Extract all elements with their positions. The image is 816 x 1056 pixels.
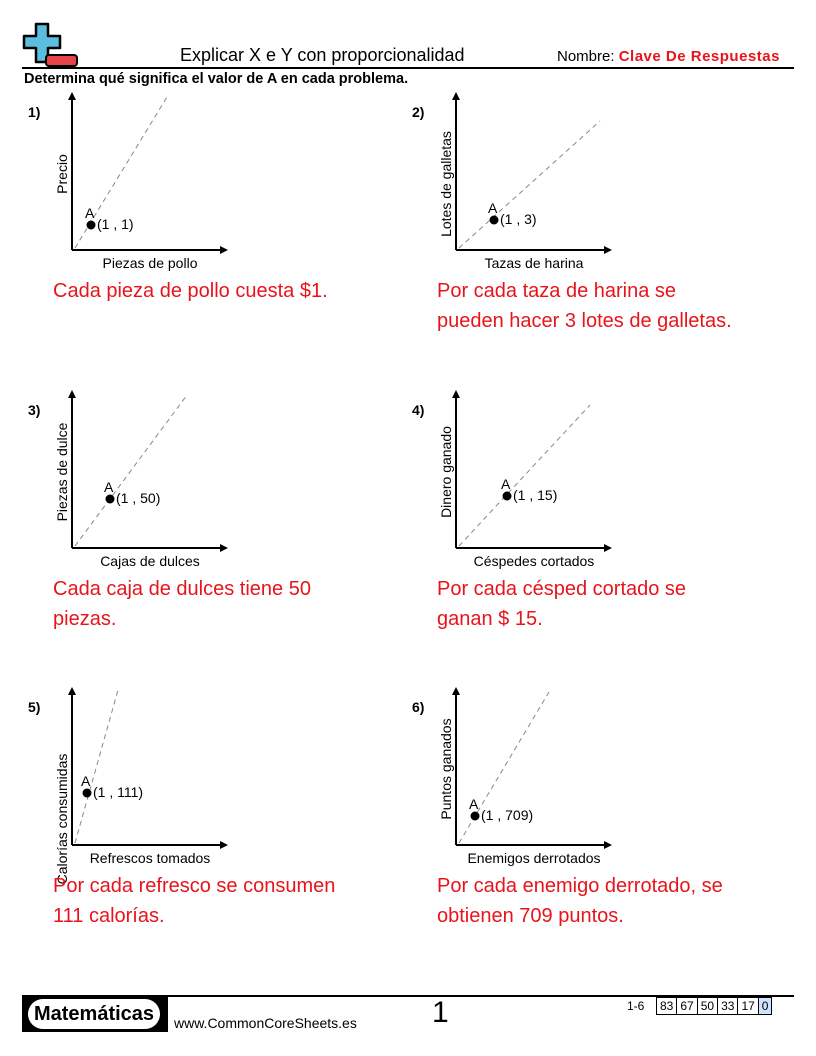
point-label: A [469,796,479,812]
answer: Cada pieza de pollo cuesta $1. [53,280,328,302]
x-axis-label: Enemigos derrotados [467,850,601,866]
score-range: 1-6 [627,999,645,1013]
graph [68,687,228,849]
point-a [470,811,480,821]
y-axis-arrow-icon [68,92,76,100]
score-cell: 0 [758,998,772,1014]
score-cell: 17 [738,998,759,1014]
x-axis-arrow-icon [604,544,612,552]
point-a [82,788,92,798]
point-label: A [81,773,91,789]
point-label: A [104,479,114,495]
point-label: A [85,205,95,221]
name-field: Nombre: Clave De Respuestas [557,48,780,65]
point-label: A [488,200,498,216]
x-axis-label: Cajas de dulces [100,553,200,569]
x-axis-label: Tazas de harina [484,255,584,271]
point-coordinates: (1 , 1) [97,216,134,232]
proportion-line [74,689,119,844]
y-axis-label-text: Lotes de galletas [438,131,454,237]
problem-number: 2) [412,104,425,120]
graph [452,92,612,254]
score-cell: 83 [657,998,678,1014]
y-axis-label-text: Puntos ganados [438,718,454,820]
problem-number: 6) [412,699,425,715]
logo-icon [22,22,78,67]
answer: Cada caja de dulces tiene 50 piezas. [53,578,311,630]
instructions: Determina qué significa el valor de A en… [24,71,409,87]
answer: Por cada césped cortado se ganan $ 15. [437,578,687,630]
y-axis-label: Calorías consumidas [54,688,70,885]
point-coordinates: (1 , 50) [116,490,161,506]
x-axis-arrow-icon [220,544,228,552]
x-axis-arrow-icon [604,841,612,849]
footer-divider [22,995,794,997]
x-axis-label: Céspedes cortados [473,553,595,569]
y-axis-arrow-icon [452,92,460,100]
page-number: 1 [432,996,449,1029]
graph [452,687,612,849]
x-axis-arrow-icon [220,246,228,254]
x-axis-label: Refrescos tomados [89,850,211,866]
y-axis-label: Lotes de galletas [438,78,454,237]
y-axis-arrow-icon [68,390,76,398]
site-url: www.CommonCoreSheets.es [174,1015,357,1031]
point-coordinates: (1 , 111) [93,784,144,800]
proportion-line [74,394,188,547]
graph [452,390,612,552]
y-axis-arrow-icon [452,390,460,398]
y-axis-label: Puntos ganados [438,668,454,819]
point-a [502,491,512,501]
problem-number: 3) [28,402,41,418]
y-axis-label: Dinero ganado [438,380,454,518]
score-cell: 33 [718,998,739,1014]
y-axis-label-text: Calorías consumidas [54,753,70,885]
point-coordinates: (1 , 15) [513,487,558,503]
answer: Por cada refresco se consumen 111 calorí… [53,875,336,927]
score-table: 83 67 50 33 17 0 [656,997,773,1015]
y-axis-label: Precio [54,134,70,194]
y-axis-label-text: Piezas de dulce [54,422,70,522]
y-axis-label-text: Dinero ganado [438,426,454,518]
point-coordinates: (1 , 3) [500,211,537,227]
graph [68,92,228,254]
proportion-line [458,404,591,547]
x-axis-arrow-icon [604,246,612,254]
point-a [105,494,115,504]
score-cell: 50 [698,998,719,1014]
proportion-line [458,120,601,249]
problem-number: 5) [28,699,41,715]
brand-label: Matemáticas [28,999,160,1029]
name-label: Nombre: [557,48,615,65]
worksheet-title: Explicar X e Y con proporcionalidad [180,45,465,65]
y-axis-label-text: Precio [54,154,70,194]
header-divider [22,67,794,69]
point-a [86,220,96,230]
y-axis-arrow-icon [68,687,76,695]
name-value: Clave De Respuestas [618,48,780,65]
y-axis-label: Piezas de dulce [54,373,70,522]
problem-number: 1) [28,104,41,120]
graph [68,390,228,552]
point-coordinates: (1 , 709) [481,807,534,823]
point-label: A [501,476,511,492]
answer: Por cada taza de harina se pueden hacer … [437,280,732,332]
problem-number: 4) [412,402,425,418]
point-a [489,215,499,225]
y-axis-arrow-icon [452,687,460,695]
x-axis-arrow-icon [220,841,228,849]
answer: Por cada enemigo derrotado, se obtienen … [437,875,723,927]
x-axis-label: Piezas de pollo [102,255,198,271]
score-cell: 67 [677,998,698,1014]
